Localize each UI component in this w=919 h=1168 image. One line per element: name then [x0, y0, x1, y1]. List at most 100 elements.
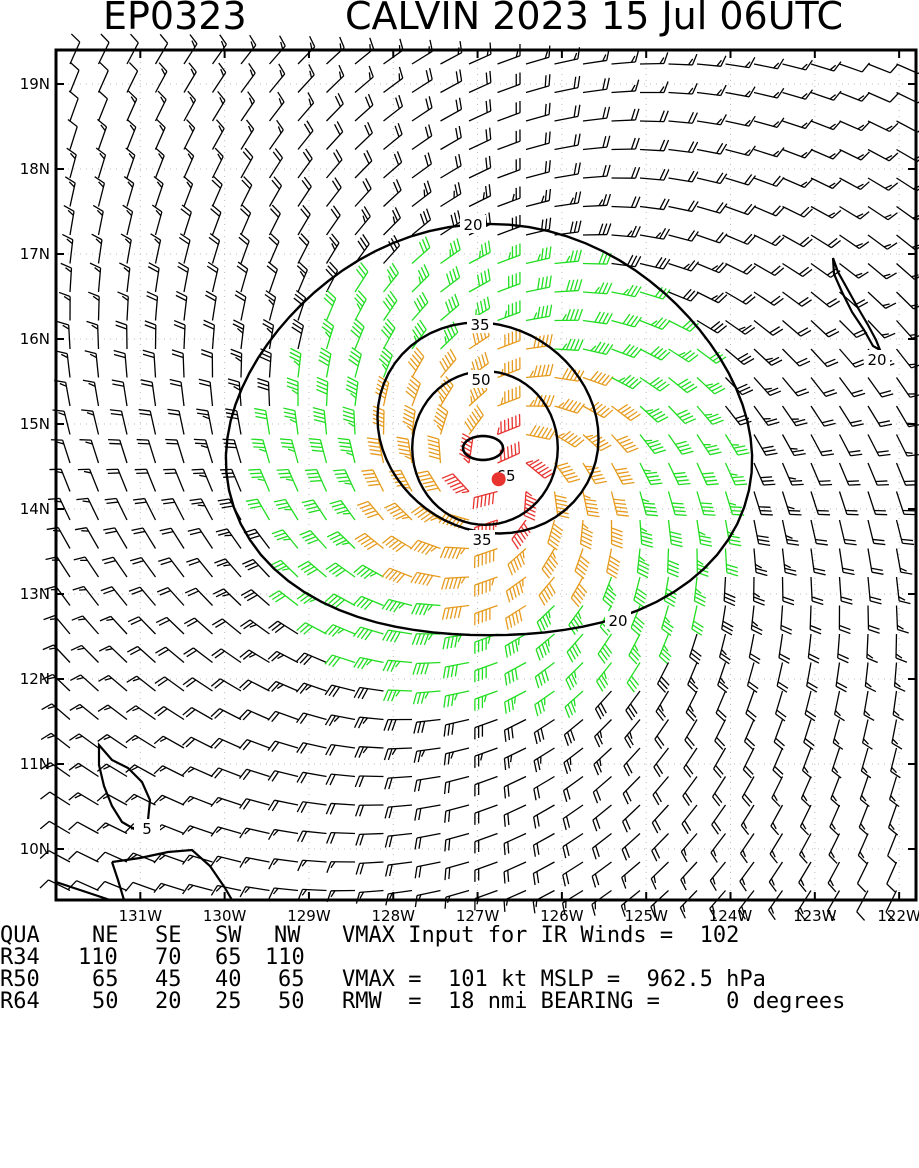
wind-barb — [239, 233, 249, 263]
wind-barb — [868, 492, 887, 515]
wind-barb — [555, 463, 580, 482]
wind-barb — [99, 91, 108, 121]
wind-barb — [302, 500, 327, 520]
wind-barb — [840, 63, 870, 72]
col-ne: NE — [92, 925, 119, 947]
wind-barb — [445, 805, 469, 823]
wind-barb — [743, 748, 754, 778]
wind-barb — [783, 463, 804, 485]
wind-barb — [298, 177, 311, 206]
wind-barb — [868, 150, 898, 161]
wind-barb — [697, 406, 724, 424]
wind-barb — [213, 589, 241, 606]
wind-barb — [583, 402, 613, 417]
wind-barb — [327, 234, 339, 264]
contour-label: 35 — [472, 531, 491, 549]
wind-barb — [412, 604, 441, 616]
wind-barb — [612, 463, 635, 484]
wind-barb — [96, 148, 105, 178]
wind-barb — [97, 119, 106, 149]
wind-barb — [137, 440, 156, 463]
wind-barb — [47, 528, 70, 549]
wind-barb — [640, 406, 668, 422]
wind-barb — [251, 439, 269, 463]
wind-barb — [832, 748, 841, 778]
wind-barb — [769, 862, 782, 891]
wind-barb — [498, 44, 521, 64]
wind-barb — [811, 463, 832, 485]
wind-barb — [555, 250, 582, 264]
wind-barb — [669, 463, 691, 485]
wind-barb — [839, 606, 850, 634]
wind-barb — [783, 406, 808, 426]
wind-barb — [612, 344, 642, 357]
wind-barb — [97, 881, 127, 890]
wind-barb — [697, 520, 712, 546]
wind-barb — [240, 680, 270, 691]
wind-barb — [890, 777, 899, 807]
wind-barb — [594, 748, 612, 775]
wind-barb — [498, 272, 520, 292]
wind-barb — [745, 720, 755, 750]
row-label: R64 — [0, 991, 40, 1013]
wind-barb — [555, 191, 581, 206]
wind-barb — [868, 549, 883, 575]
wind-barb — [697, 435, 721, 455]
wind-barb — [838, 634, 849, 663]
wind-barb — [157, 588, 184, 606]
wind-barb — [526, 364, 553, 377]
row-label: R34 — [0, 947, 40, 969]
wind-barb — [799, 862, 811, 892]
wind-barb — [840, 463, 861, 485]
wind-barb — [61, 263, 72, 292]
wind-barb — [783, 378, 809, 396]
wind-barb — [440, 547, 469, 559]
wind-barb — [379, 347, 392, 377]
contour-label: 20 — [608, 612, 627, 630]
wind-barb — [441, 41, 462, 64]
wind-barb — [475, 606, 498, 626]
wind-barb — [184, 91, 196, 121]
wind-barb — [355, 122, 372, 149]
wind-barb — [640, 257, 670, 269]
wind-barb — [384, 123, 403, 149]
wind-barb — [297, 592, 326, 605]
wind-barb — [526, 189, 550, 207]
wind-barb — [148, 263, 159, 292]
wind-barb — [555, 134, 581, 150]
wind-barb — [897, 606, 909, 634]
wind-barb — [99, 646, 127, 663]
wind-barb — [209, 234, 220, 264]
wind-barb — [192, 469, 213, 491]
wind-barb — [445, 777, 469, 795]
wind-barb — [563, 862, 583, 886]
wind-barb — [70, 675, 98, 691]
wind-barb — [840, 520, 857, 545]
wind-barb — [110, 410, 127, 435]
wind-barb — [811, 520, 828, 545]
wind-barb — [770, 834, 782, 864]
wind-barb — [681, 834, 697, 862]
wind-barb — [754, 406, 779, 425]
wind-barb — [385, 834, 412, 848]
wind-barb — [868, 435, 890, 456]
wind-barb — [143, 350, 156, 377]
wind-barb — [840, 178, 870, 189]
wind-barb — [710, 862, 725, 891]
wind-barb — [184, 63, 196, 93]
wind-barb — [384, 179, 402, 206]
wind-barb — [298, 121, 313, 150]
wind-barb — [868, 264, 897, 279]
wind-barb — [564, 777, 583, 802]
wind-barb — [726, 87, 756, 97]
wind-barb — [384, 263, 399, 292]
wind-barb — [199, 379, 213, 406]
wind-barb — [583, 342, 613, 355]
wind-barb — [257, 378, 269, 406]
wind-barb — [612, 226, 641, 237]
wind-barb — [669, 261, 699, 271]
wind-barb — [248, 469, 269, 491]
wind-barb — [697, 492, 716, 516]
wind-barb — [356, 862, 383, 875]
wind-barb — [512, 520, 530, 549]
